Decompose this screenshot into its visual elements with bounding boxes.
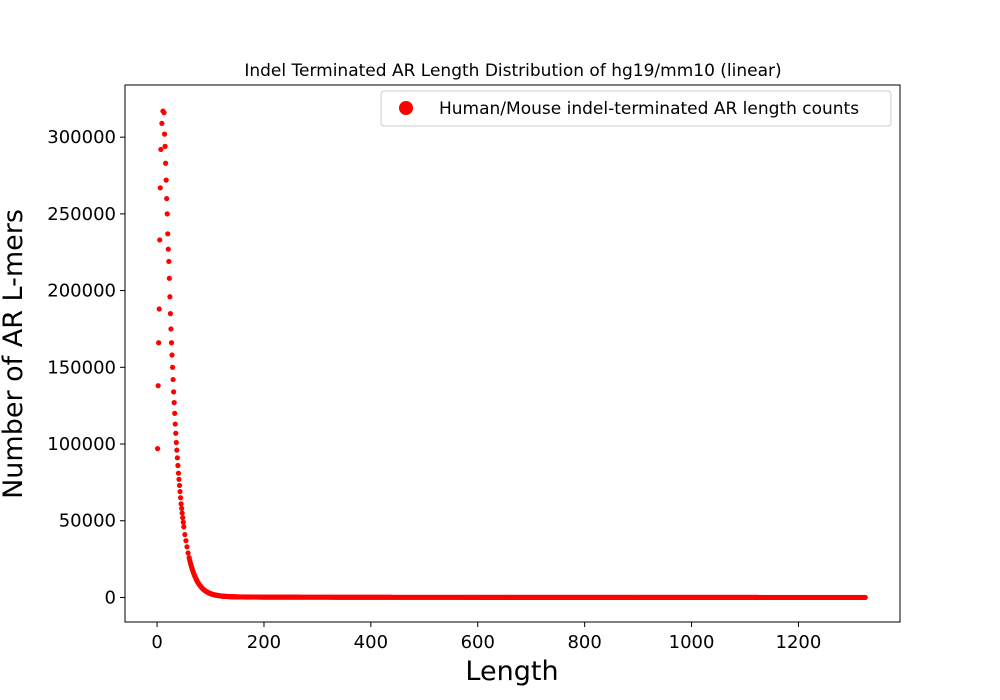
y-tick-label: 300000 xyxy=(47,127,116,148)
y-tick-label: 100000 xyxy=(47,434,116,455)
y-tick-label: 200000 xyxy=(47,281,116,302)
data-point xyxy=(165,246,171,252)
data-point xyxy=(157,185,163,191)
y-tick-label: 50000 xyxy=(59,511,116,532)
data-point xyxy=(179,505,185,512)
x-tick-label: 1000 xyxy=(669,632,715,653)
data-point xyxy=(155,446,161,452)
data-point xyxy=(177,488,183,495)
x-axis: 0 200 400 600 800 1000 1200 xyxy=(151,622,821,653)
chart-title: Indel Terminated AR Length Distribution … xyxy=(244,61,781,81)
data-point xyxy=(161,110,167,116)
legend-label: Human/Mouse indel-terminated AR length c… xyxy=(439,99,859,119)
x-tick-label: 400 xyxy=(354,632,388,653)
data-point xyxy=(159,120,165,126)
data-point xyxy=(179,510,185,516)
data-point xyxy=(176,476,182,482)
data-point xyxy=(167,294,173,300)
x-tick-label: 0 xyxy=(151,632,162,653)
x-tick-label: 800 xyxy=(567,632,601,653)
data-point xyxy=(164,211,170,217)
data-point xyxy=(158,146,164,153)
data-point xyxy=(168,326,174,332)
data-point xyxy=(171,400,177,406)
data-point xyxy=(167,311,174,317)
y-tick-label: 0 xyxy=(105,587,116,608)
data-point xyxy=(175,462,181,469)
data-point xyxy=(180,519,186,525)
data-point xyxy=(183,538,189,544)
data-point xyxy=(166,258,172,265)
data-point xyxy=(173,430,179,436)
data-point xyxy=(171,389,177,395)
data-point xyxy=(184,544,190,550)
legend-marker xyxy=(399,101,413,115)
data-point xyxy=(175,470,182,476)
data-point xyxy=(178,501,184,507)
data-point xyxy=(156,340,162,346)
y-axis-label: Number of AR L-mers xyxy=(0,209,29,499)
data-point xyxy=(161,131,168,137)
x-axis-label: Length xyxy=(465,656,558,687)
data-point xyxy=(157,237,163,243)
data-point xyxy=(169,352,175,358)
y-tick-label: 150000 xyxy=(47,357,116,378)
data-point xyxy=(156,306,162,312)
data-point xyxy=(155,383,161,389)
data-point xyxy=(168,340,175,346)
data-point xyxy=(182,531,188,538)
data-points xyxy=(155,108,868,601)
data-point xyxy=(162,143,168,149)
data-point xyxy=(164,195,170,202)
legend-box xyxy=(380,90,892,127)
data-point xyxy=(180,515,186,521)
data-point xyxy=(174,455,180,461)
y-tick-label: 250000 xyxy=(47,204,116,225)
data-point xyxy=(170,376,176,383)
data-point xyxy=(174,447,180,453)
legend: Human/Mouse indel-terminated AR length c… xyxy=(380,90,892,127)
data-point xyxy=(173,439,179,446)
y-axis: 0 50000 100000 150000 200000 250000 300000 xyxy=(47,127,125,608)
data-point xyxy=(166,275,172,281)
x-tick-label: 600 xyxy=(461,632,495,653)
data-point xyxy=(165,231,171,237)
x-tick-label: 200 xyxy=(247,632,281,653)
data-point xyxy=(172,410,178,416)
data-point xyxy=(177,495,184,501)
data-point xyxy=(169,364,176,370)
data-point xyxy=(181,524,187,530)
x-tick-label: 1200 xyxy=(776,632,822,653)
data-point xyxy=(172,421,178,427)
data-point xyxy=(862,594,868,601)
data-point xyxy=(163,160,169,166)
data-point xyxy=(185,550,191,556)
data-point xyxy=(163,177,169,183)
plot-area-frame xyxy=(124,84,901,623)
data-point xyxy=(176,482,183,489)
